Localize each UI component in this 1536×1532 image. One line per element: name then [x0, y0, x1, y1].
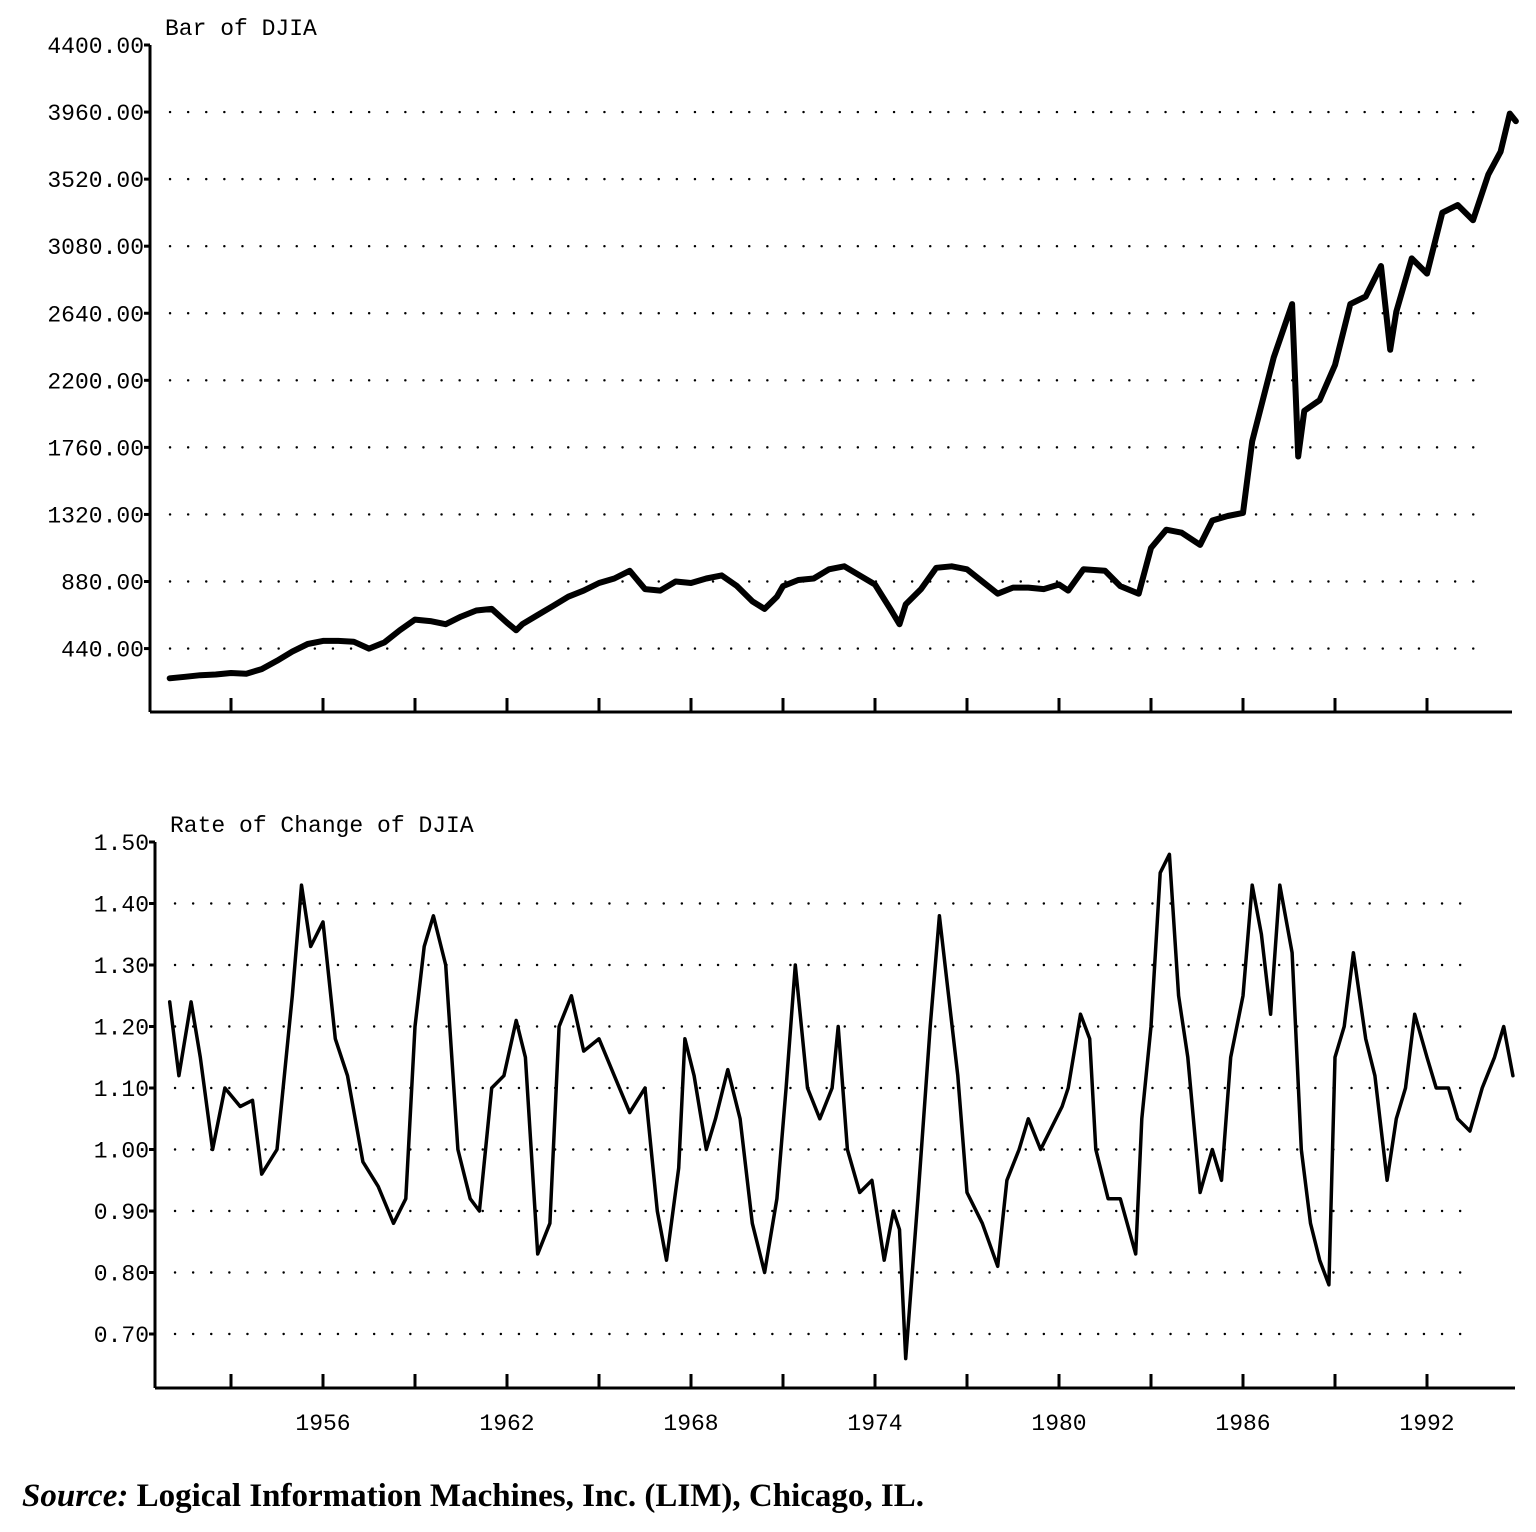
- y-tick-label: 880.00: [61, 571, 144, 597]
- y-tick-label: 1760.00: [47, 436, 144, 462]
- y-tick-label: 1.30: [94, 954, 149, 980]
- y-tick-label: 1.00: [94, 1139, 149, 1165]
- y-tick-label: 1.50: [94, 831, 149, 857]
- x-tick-label: 1968: [663, 1411, 718, 1437]
- y-tick-label: 440.00: [61, 638, 144, 664]
- x-tick-label: 1956: [295, 1411, 350, 1437]
- y-tick-label: 1.10: [94, 1077, 149, 1103]
- y-tick-label: 3520.00: [47, 168, 144, 194]
- y-tick-label: 0.90: [94, 1200, 149, 1226]
- y-tick-label: 1.20: [94, 1016, 149, 1042]
- y-tick-label: 2200.00: [47, 369, 144, 395]
- series-line: [167, 852, 1515, 1361]
- chart-title: Bar of DJIA: [165, 16, 317, 42]
- bottom-chart: Rate of Change of DJIA 0.70 0.80 0.90 1.00 1.…: [94, 813, 1515, 1437]
- x-tick-label: 1986: [1215, 1411, 1270, 1437]
- y-tick-label: 4400.00: [47, 34, 144, 60]
- y-tick-label: 1320.00: [47, 503, 144, 529]
- x-tick-label: 1992: [1399, 1411, 1454, 1437]
- y-tick-label: 3960.00: [47, 101, 144, 127]
- y-tick-label: 2640.00: [47, 302, 144, 328]
- source-note-lead: Source:: [22, 1478, 129, 1514]
- x-tick-label: 1980: [1031, 1411, 1086, 1437]
- chart-title: Rate of Change of DJIA: [170, 813, 474, 839]
- top-chart: Bar of DJIA 440.00 880.00 1320.00 1760.00 220…: [47, 16, 1519, 714]
- x-tick-label: 1962: [479, 1411, 534, 1437]
- source-note-text: Logical Information Machines, Inc. (LIM)…: [136, 1478, 925, 1514]
- source-note: Source: Logical Information Machines, In…: [22, 1478, 924, 1515]
- x-tick-label: 1974: [847, 1411, 902, 1437]
- y-tick-label: 0.80: [94, 1262, 149, 1288]
- y-tick-label: 1.40: [94, 893, 149, 919]
- series-line: [166, 110, 1519, 682]
- y-tick-label: 0.70: [94, 1323, 149, 1349]
- y-tick-label: 3080.00: [47, 235, 144, 261]
